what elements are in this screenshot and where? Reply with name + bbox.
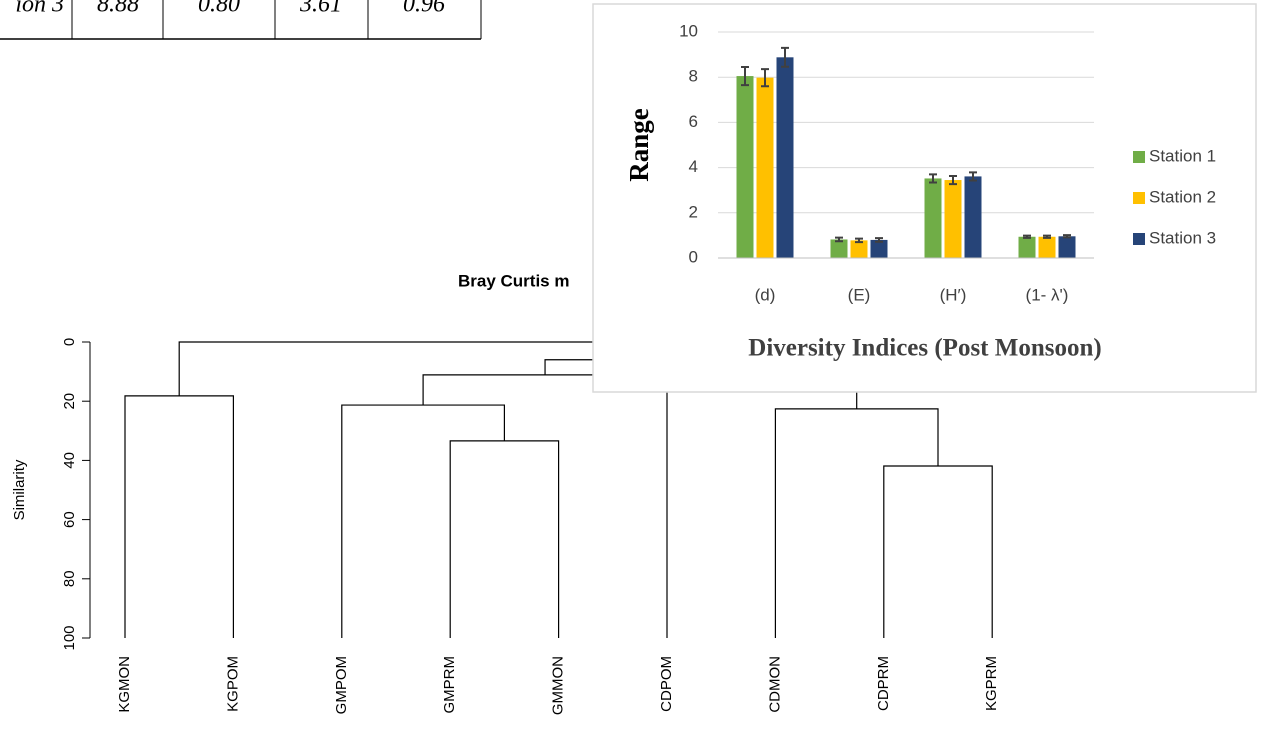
error-bar: [1043, 234, 1051, 239]
error-bar: [875, 237, 883, 243]
leaf-label: KGMON: [116, 656, 133, 713]
dendrogram-link: [449, 440, 560, 638]
leaf-label: CDMON: [766, 656, 783, 713]
y-axis-label: Range: [624, 108, 654, 182]
bar: [756, 77, 774, 258]
table-cell: 0.96: [403, 0, 445, 18]
leaf-label: KGPRM: [983, 656, 1000, 711]
bar: [924, 178, 942, 258]
table-cell: 0.80: [198, 0, 240, 18]
error-bar: [741, 66, 749, 87]
y-tick-label: 40: [61, 452, 78, 469]
y-tick-label: 60: [61, 511, 78, 528]
bar: [1018, 236, 1036, 258]
y-tick-label: 8: [689, 67, 698, 86]
legend-label: Station 2: [1149, 187, 1216, 206]
dendrogram-link: [774, 408, 939, 638]
y-tick-label: 10: [679, 21, 698, 40]
leaf-label: KGPOM: [224, 656, 241, 712]
error-bar: [969, 171, 977, 182]
bar: [1038, 236, 1056, 258]
y-tick-label: 0: [689, 247, 698, 266]
y-tick-label: 6: [689, 112, 698, 131]
x-tick-label: (d): [755, 285, 776, 304]
bar: [964, 176, 982, 258]
legend-swatch: [1133, 233, 1145, 245]
y-tick-label: 2: [689, 202, 698, 221]
bar: [850, 240, 868, 258]
dendrogram-link: [883, 465, 993, 638]
error-bar: [835, 236, 843, 243]
y-tick-label: 4: [689, 157, 698, 176]
table-cell: 8.88: [97, 0, 139, 18]
error-bar: [1063, 234, 1071, 239]
error-bar: [949, 174, 957, 186]
bar: [830, 239, 848, 258]
leaf-label: GMMON: [550, 656, 567, 715]
y-tick-label: 80: [61, 570, 78, 587]
x-tick-label: (1- λ'): [1026, 285, 1069, 304]
y-tick-label: 0: [61, 338, 78, 346]
error-bar: [781, 46, 789, 68]
bar: [776, 57, 794, 259]
leaf-label: GMPOM: [333, 656, 350, 714]
bar: [736, 76, 754, 258]
chart-title: Bray Curtis m: [458, 271, 569, 290]
legend-label: Station 3: [1149, 228, 1216, 247]
dendrogram-link: [124, 395, 234, 638]
table-fragment: ion 3 8.88 0.80 3.61 0.96: [0, 0, 482, 40]
leaf-label: CDPRM: [875, 656, 892, 711]
x-tick-label: (H′): [940, 285, 967, 304]
error-bar: [1023, 234, 1031, 239]
table-cell: ion 3: [15, 0, 64, 18]
dendrogram-link: [422, 374, 668, 638]
legend-label: Station 1: [1149, 146, 1216, 165]
y-tick-label: 20: [61, 393, 78, 410]
legend-swatch: [1133, 151, 1145, 163]
error-bar: [761, 68, 769, 88]
x-tick-label: (E): [848, 285, 871, 304]
bar: [870, 239, 888, 258]
leaf-label: CDPOM: [658, 656, 675, 712]
y-tick-label: 100: [61, 625, 78, 650]
x-axis-label: Diversity Indices (Post Monsoon): [748, 335, 1101, 362]
leaf-label: GMPRM: [441, 656, 458, 714]
bar: [944, 180, 962, 258]
error-bar: [855, 237, 863, 244]
y-axis-label: Similarity: [11, 459, 28, 520]
table-cell: 3.61: [299, 0, 342, 18]
bar: [1058, 236, 1076, 258]
dendrogram-link: [341, 404, 505, 638]
error-bar: [929, 173, 937, 184]
legend-swatch: [1133, 192, 1145, 204]
